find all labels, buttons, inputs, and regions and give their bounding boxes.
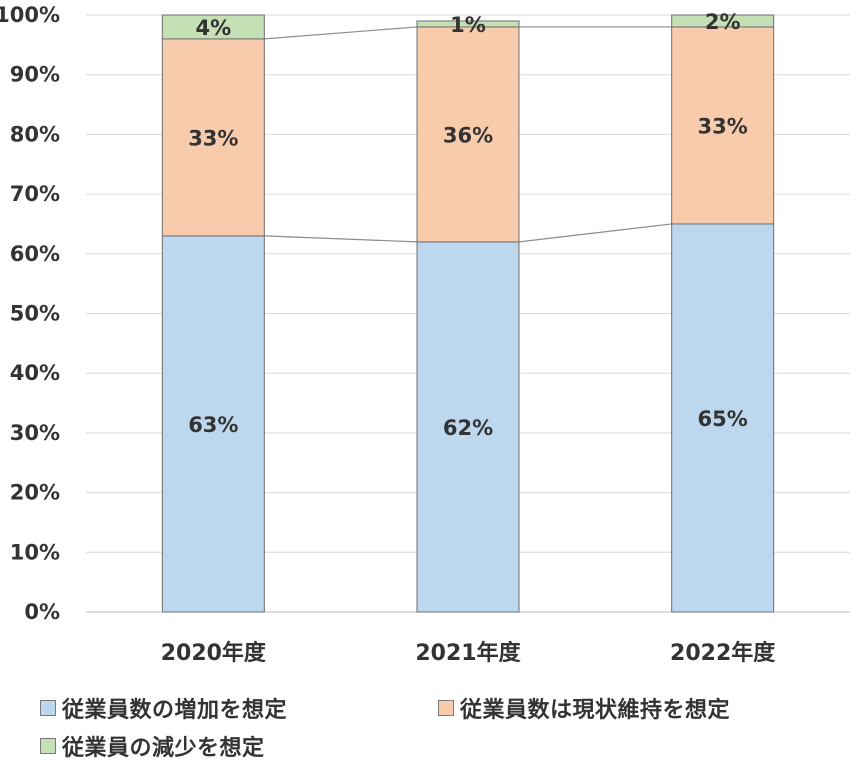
bar-segment [416, 26, 520, 243]
y-axis-tick-labels: 0% 10% 20% 30% 40% 50% 60% 70% 80% 90% 100% [0, 3, 60, 624]
y-tick-label: 10% [10, 540, 60, 564]
legend-item-maintain: 従業員数は現状維持を想定 [438, 692, 730, 724]
legend-label-maintain: 従業員数は現状維持を想定 [460, 698, 731, 723]
x-tick-label: 2022年度 [670, 640, 776, 666]
bar-segment [161, 235, 265, 613]
y-tick-label: 80% [10, 122, 60, 146]
legend-swatch-increase [40, 700, 56, 716]
bars [161, 14, 775, 613]
legend-item-decrease: 従業員の減少を想定 [40, 730, 265, 762]
data-label: 4% [196, 16, 232, 40]
y-tick-label: 90% [10, 63, 60, 87]
y-tick-label: 30% [10, 421, 60, 445]
data-label: 62% [443, 416, 493, 440]
data-label: 63% [188, 413, 238, 437]
bar-segment [416, 20, 520, 28]
bar-segment [161, 14, 265, 40]
legend-item-increase: 従業員数の増加を想定 [40, 692, 287, 724]
y-tick-label: 20% [10, 481, 60, 505]
data-label: 33% [188, 126, 238, 150]
x-tick-label: 2020年度 [161, 640, 267, 666]
y-tick-label: 60% [10, 242, 60, 266]
series-line [518, 223, 672, 243]
bar-segment [671, 26, 775, 225]
data-labels: 63% 33% 4% 62% 36% 1% 65% 33% 2% [188, 10, 748, 440]
legend-label-increase: 従業員数の増加を想定 [62, 698, 288, 723]
bar-segment [671, 223, 775, 613]
y-tick-label: 40% [10, 361, 60, 385]
bar-segment [161, 38, 265, 237]
legend-swatch-maintain [438, 700, 454, 716]
y-tick-label: 50% [10, 302, 60, 326]
y-tick-label: 70% [10, 182, 60, 206]
legend: 従業員数の増加を想定 従業員数は現状維持を想定 従業員の減少を想定 [0, 676, 858, 765]
y-tick-label: 100% [0, 3, 60, 27]
stacked-bar-chart: 0% 10% 20% 30% 40% 50% 60% 70% 80% 90% 100% 63% 33%… [0, 3, 850, 666]
series-line [264, 26, 418, 40]
x-axis-tick-labels: 2020年度 2021年度 2022年度 [161, 640, 777, 666]
x-tick-label: 2021年度 [415, 640, 521, 666]
data-label: 65% [698, 407, 748, 431]
legend-swatch-decrease [40, 738, 56, 754]
data-label: 33% [698, 114, 748, 138]
data-label: 2% [705, 10, 741, 34]
bar-segment [671, 14, 775, 28]
data-label: 1% [450, 13, 486, 37]
y-tick-label: 0% [24, 600, 60, 624]
data-label: 36% [443, 123, 493, 147]
series-line [264, 235, 418, 243]
legend-label-decrease: 従業員の減少を想定 [62, 736, 265, 761]
series-connector-lines [264, 26, 672, 243]
